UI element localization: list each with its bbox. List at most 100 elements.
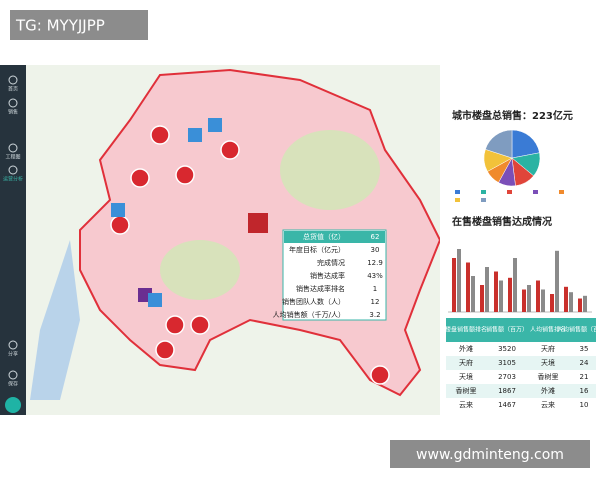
- popup-value: 30: [371, 246, 380, 254]
- project-marker[interactable]: [208, 118, 222, 132]
- table-cell: 天府: [459, 358, 473, 367]
- table-cell: 云来: [459, 401, 473, 409]
- bar-title: 在售楼盘销售达成情况: [452, 215, 552, 228]
- bar: [555, 250, 559, 312]
- table-cell: 3105: [498, 359, 516, 367]
- table-header-cell: 人均销售排名: [530, 326, 566, 334]
- popup-label: 销售达成率排名: [296, 284, 345, 293]
- legend-swatch: [481, 190, 486, 194]
- bar: [466, 262, 470, 312]
- table-cell: 16: [580, 387, 589, 395]
- table-cell: 天府: [541, 344, 555, 353]
- bar: [527, 285, 531, 312]
- sidebar-icon[interactable]: [8, 98, 18, 108]
- project-marker[interactable]: [130, 168, 150, 188]
- project-marker[interactable]: [220, 140, 240, 160]
- popup-value: 12: [371, 298, 380, 306]
- popup-box: [282, 229, 387, 321]
- bar: [550, 294, 554, 312]
- popup-value: 43%: [367, 272, 383, 280]
- table-cell: 24: [580, 359, 589, 367]
- table-cell: 云来: [541, 401, 555, 409]
- table-header-cell: 销售额（百万）: [486, 326, 528, 334]
- project-marker[interactable]: [111, 203, 125, 217]
- table-cell: 天境: [459, 372, 473, 381]
- sidebar-icon[interactable]: [8, 75, 18, 85]
- project-marker[interactable]: [175, 165, 195, 185]
- table-row: [446, 342, 596, 356]
- popup-label: 销售达成率: [310, 271, 345, 280]
- table-cell: 10: [580, 401, 589, 409]
- popup-label: 年度目标（亿元）: [289, 245, 345, 254]
- table-cell: 1867: [498, 387, 516, 395]
- sidebar-icon[interactable]: [8, 165, 18, 175]
- pie-slice: [485, 129, 513, 159]
- table-row: [446, 384, 596, 398]
- popup-header: [284, 231, 385, 243]
- legend-swatch: [455, 198, 460, 202]
- popup-value: 3.2: [369, 311, 380, 319]
- project-marker[interactable]: [190, 315, 210, 335]
- table-row: [446, 356, 596, 370]
- table-row: [446, 370, 596, 384]
- bar: [499, 280, 503, 312]
- project-marker[interactable]: [148, 293, 162, 307]
- bar: [513, 258, 517, 312]
- bar: [471, 276, 475, 312]
- table-cell: 1467: [498, 401, 516, 409]
- popup-value: 1: [373, 285, 377, 293]
- table-cell: 3520: [498, 345, 516, 353]
- legend-swatch: [533, 190, 538, 194]
- legend-swatch: [455, 190, 460, 194]
- pie-title: 城市楼盘总销售：223亿元: [452, 109, 573, 122]
- bar: [508, 277, 512, 312]
- river: [30, 240, 80, 400]
- bar: [480, 285, 484, 312]
- table-cell: 香树里: [538, 372, 559, 381]
- legend-swatch: [559, 190, 564, 194]
- legend-swatch: [507, 190, 512, 194]
- popup-value: 12.9: [367, 259, 383, 267]
- table-header-cell: 人均销售额（百万）: [557, 326, 600, 334]
- project-marker[interactable]: [188, 128, 202, 142]
- bar: [536, 280, 540, 312]
- sidebar-label: 运营分析: [3, 176, 23, 183]
- bar: [494, 271, 498, 312]
- sidebar-label: 分享: [8, 351, 18, 358]
- project-marker[interactable]: [155, 340, 175, 360]
- bar: [522, 289, 526, 312]
- avatar[interactable]: [5, 397, 21, 413]
- sidebar-label: 首页: [8, 86, 18, 93]
- watermark-box: [390, 440, 590, 468]
- project-marker[interactable]: [165, 315, 185, 335]
- bar: [485, 267, 489, 312]
- bar: [578, 298, 582, 312]
- selected-marker[interactable]: [248, 213, 268, 233]
- popup: 总货值（亿） 62 年度目标（亿元） 30 完成情况 12.9 销售达成率 43% 销售达成率排…: [273, 229, 387, 321]
- table-row: [446, 398, 596, 412]
- table-cell: 外滩: [459, 344, 473, 353]
- popup-label: 人均销售额（千万/人）: [273, 310, 345, 319]
- table-cell: 香树里: [456, 386, 477, 395]
- table-cell: 21: [580, 373, 589, 381]
- table-header: [446, 318, 596, 342]
- project-marker[interactable]: [110, 215, 130, 235]
- sidebar-icon[interactable]: [8, 340, 18, 350]
- sidebar-icon[interactable]: [8, 143, 18, 153]
- project-marker[interactable]: [370, 365, 390, 385]
- bar: [569, 292, 573, 312]
- project-marker[interactable]: [150, 125, 170, 145]
- table-header-cell: 楼盘销售额排名: [445, 326, 487, 334]
- table-cell: 35: [580, 345, 589, 353]
- sidebar-icon[interactable]: [8, 370, 18, 380]
- bar: [564, 286, 568, 312]
- bar: [457, 249, 461, 312]
- table-cell: 2703: [498, 373, 516, 381]
- watermark: www.gdminteng.com: [416, 447, 564, 463]
- popup-label: 总货值（亿）: [303, 232, 345, 241]
- sidebar-label: 销售: [8, 109, 18, 116]
- green-area: [160, 240, 240, 300]
- watermark: TG: MYYJJPP: [15, 17, 105, 35]
